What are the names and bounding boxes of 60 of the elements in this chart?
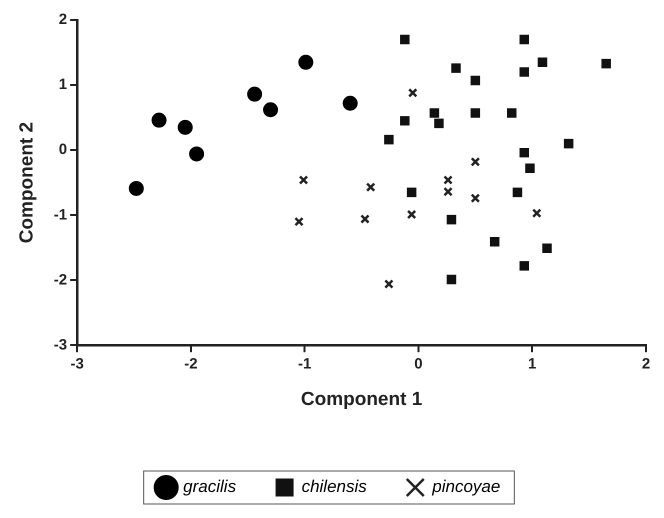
point [384, 279, 394, 289]
point [434, 118, 444, 128]
point [366, 182, 376, 192]
point [294, 216, 304, 226]
point [601, 58, 611, 68]
legend-label: pincoyae [431, 477, 500, 496]
point [564, 138, 574, 148]
point [470, 193, 480, 203]
point [446, 274, 456, 284]
point [360, 214, 370, 224]
point [298, 54, 314, 70]
point [470, 108, 480, 118]
point [342, 96, 358, 111]
x-tick-label: -1 [298, 355, 312, 372]
point [430, 108, 440, 118]
point [443, 186, 453, 196]
point [520, 67, 530, 77]
point [446, 214, 456, 224]
legend-label: gracilis [183, 477, 237, 496]
x-tick-label: 1 [528, 355, 536, 372]
point [538, 58, 548, 68]
point [520, 34, 530, 44]
point [152, 112, 167, 128]
y-axis-title: Component 2 [16, 122, 38, 244]
point [470, 76, 480, 86]
point [400, 34, 410, 44]
point [525, 164, 535, 174]
y-tick-label: -2 [54, 271, 68, 288]
y-tick-label: 0 [58, 141, 68, 158]
point [406, 188, 416, 198]
point [470, 157, 480, 167]
x-tick-label: -3 [70, 355, 84, 372]
point [384, 134, 394, 144]
point [178, 120, 193, 135]
point [451, 63, 461, 73]
x-tick-label: 0 [414, 355, 423, 372]
point [443, 175, 453, 185]
point [128, 180, 144, 196]
point [490, 237, 500, 247]
point [298, 175, 308, 185]
y-tick-label: -3 [54, 336, 68, 354]
point [542, 244, 552, 254]
point [263, 102, 278, 118]
point [189, 146, 204, 162]
point [520, 148, 530, 158]
point [532, 208, 542, 218]
point [400, 116, 410, 126]
x-tick-label: 2 [642, 355, 650, 372]
y-tick-label: 2 [58, 11, 68, 28]
point [512, 188, 522, 198]
x-tick-label: -2 [184, 355, 198, 372]
x-axis-title: Component 1 [300, 388, 423, 410]
legend-label: chilensis [302, 477, 368, 496]
y-tick-label: -1 [54, 206, 68, 224]
point [247, 86, 262, 102]
point [406, 210, 416, 220]
y-tick-label: 1 [58, 76, 68, 94]
point [507, 108, 516, 118]
point [520, 261, 530, 271]
point [408, 88, 418, 98]
